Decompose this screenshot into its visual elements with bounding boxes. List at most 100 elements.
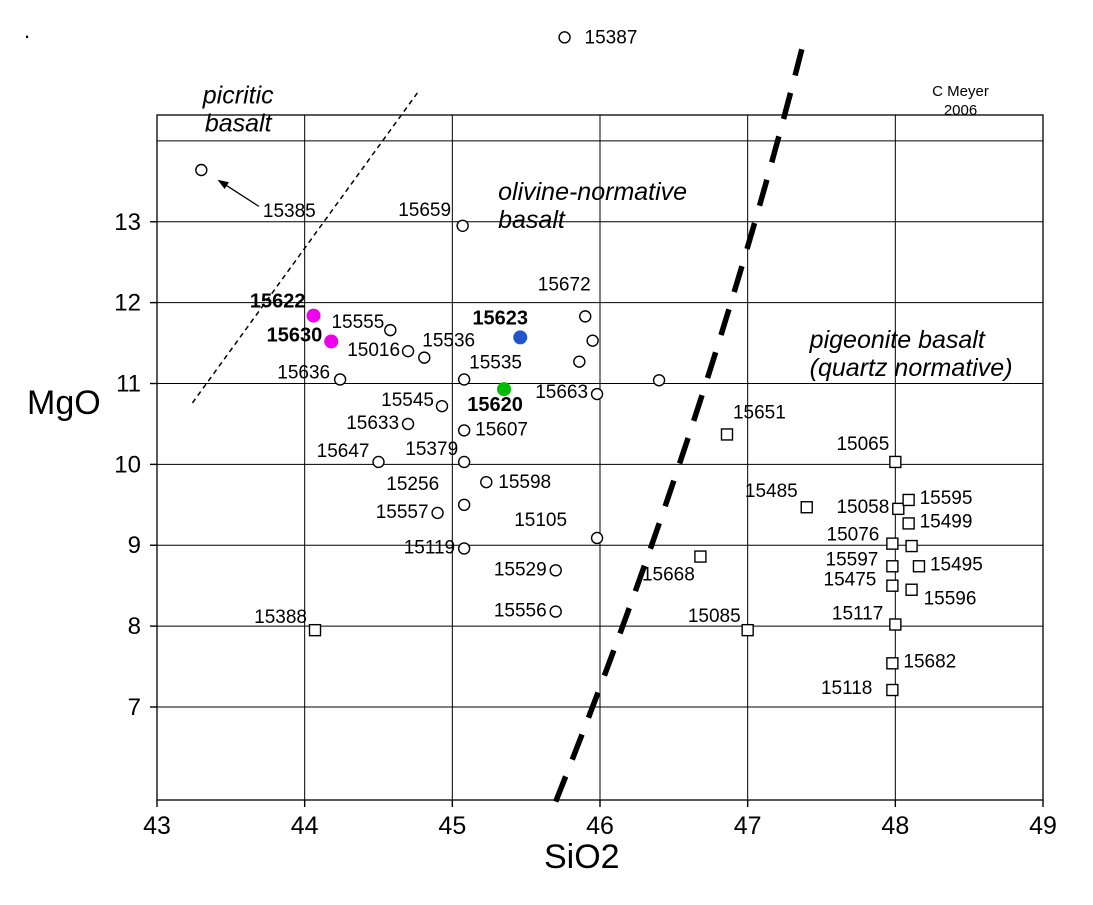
sample-marker-15622 [306,308,321,323]
sample-label-15598: 15598 [498,472,551,493]
x-tick-label-46: 46 [586,812,614,840]
sample-label-15535: 15535 [469,352,522,373]
sample-marker-15620 [497,382,512,397]
x-tick-label-44: 44 [291,812,319,840]
sample-label-15495: 15495 [930,554,983,575]
sample-label-15636: 15636 [277,362,330,383]
sample-marker-15633 [401,417,415,431]
sample-label-15085: 15085 [688,606,741,627]
sample-label-15651: 15651 [733,402,786,423]
sample-label-15672: 15672 [538,274,591,295]
sample-label-15379: 15379 [405,439,458,460]
y-axis-title: MgO [27,384,101,422]
sample-label-15499: 15499 [920,511,973,532]
sample-marker-15597 [886,560,899,573]
sample-label-15076: 15076 [827,525,880,546]
y-tick-label-8: 8 [128,613,141,640]
sample-marker-15076 [886,537,899,550]
sample-marker-15659 [456,219,469,232]
sample-marker-15595 [902,493,915,507]
sample-marker-15118 [886,683,899,697]
sample-label-15633: 15633 [346,413,399,434]
sample-marker-15598 [480,475,493,489]
sample-label-15556: 15556 [494,601,547,622]
olivine-quartz-normative-boundary [553,35,808,803]
sample-marker-15379 [457,455,471,469]
sample-label-15659: 15659 [398,200,451,221]
sample-label-15622: 15622 [250,291,306,313]
sample-label-15385: 15385 [263,201,316,222]
sample-marker-15630 [324,334,339,349]
x-tick-label-47: 47 [734,812,762,840]
x-tick-label-45: 45 [438,812,466,840]
sample-label-15387: 15387 [585,27,638,48]
y-tick-label-9: 9 [128,532,141,559]
y-tick-label-10: 10 [114,451,141,478]
sample-marker-15663 [590,387,604,401]
sample-label-15529: 15529 [494,559,547,580]
sample-label-15105: 15105 [514,510,567,531]
sample-label-15647: 15647 [317,441,370,462]
credit: C Meyer 2006 [903,82,1018,120]
sample-label-15119: 15119 [404,537,455,558]
sample-marker-15672 [579,310,592,323]
y-tick-label-12: 12 [114,290,141,317]
sample-label-15620: 15620 [467,394,523,416]
sample-label-15682: 15682 [903,651,956,672]
sample-label-15117: 15117 [832,604,883,625]
sample-marker-15105 [590,531,604,545]
sample-marker-15058 [892,502,905,516]
sample-marker-15117 [889,618,902,631]
sample-label-15668: 15668 [642,565,695,586]
unlabeled-marker [652,374,666,387]
sample-label-15663: 15663 [535,382,588,403]
sample-marker-15682 [886,657,899,670]
y-tick-label-13: 13 [114,209,141,236]
unlabeled-marker [586,334,599,347]
sample-label-15557: 15557 [376,502,429,523]
sample-marker-15636 [333,373,347,386]
plot-frame [156,114,1044,801]
credit-line1: C Meyer [932,83,989,100]
sample-label-15545: 15545 [381,390,434,411]
sample-marker-15596 [905,583,918,596]
sample-marker-15555 [384,323,397,337]
sample-marker-15085 [741,623,754,637]
sample-label-15016: 15016 [347,340,400,361]
region-label-olivine-normative-basalt-line1: olivine-normative [498,178,687,206]
sample-marker-15556 [549,605,562,618]
sample-marker-15016 [401,344,415,358]
sample-label-15118: 15118 [821,678,872,699]
sample-label-15597: 15597 [826,549,879,570]
region-label-pigeonite-basalt-quartz-normative-line1: pigeonite basalt [809,326,986,354]
sample-label-15475: 15475 [824,570,877,591]
region-label-pigeonite-basalt-quartz-normative-line2: (quartz normative) [810,354,1013,382]
annotation-arrow-head [217,179,229,190]
sample-label-15485: 15485 [745,481,798,502]
sample-label-15595: 15595 [920,488,973,509]
sample-label-15596: 15596 [924,589,977,610]
sample-label-15536: 15536 [422,331,475,352]
sample-marker-15119 [457,542,471,555]
sample-label-15058: 15058 [836,497,889,518]
annotation-arrow-line [223,183,260,207]
sample-label-15607: 15607 [475,419,528,440]
sample-marker-15623 [513,330,528,345]
credit-line2: 2006 [943,102,978,119]
unlabeled-marker [573,355,586,368]
sample-label-15555: 15555 [331,312,384,333]
stray-mark: . [24,18,31,43]
x-axis-title: SiO2 [544,838,620,876]
region-label-picritic-basalt-line2: basalt [205,110,273,138]
sample-label-15065: 15065 [836,434,889,455]
unlabeled-marker [905,539,918,553]
sample-marker-15499 [902,517,915,530]
picritic-boundary [191,91,419,404]
sample-marker-15387 [558,31,571,44]
sample-marker-15647 [372,455,385,469]
sample-label-15623: 15623 [472,307,528,329]
sample-marker-15385 [195,163,208,177]
x-tick-label-48: 48 [881,812,909,840]
